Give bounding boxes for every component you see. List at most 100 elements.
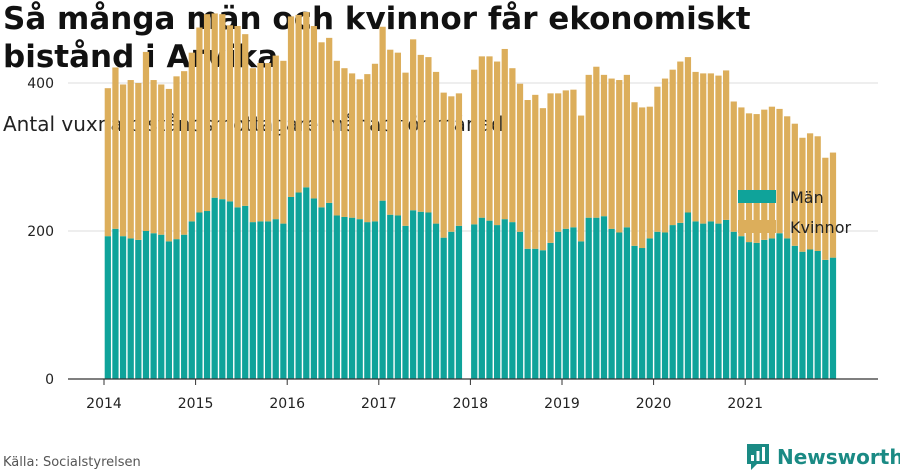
bar-men-2020-11 (730, 231, 737, 379)
bar-women-2015-01 (196, 27, 203, 213)
x-tick-label: 2021 (727, 396, 763, 412)
bar-men-2015-07 (242, 205, 249, 379)
y-tick-label: 0 (45, 372, 54, 388)
bar-women-2021-08 (799, 137, 806, 252)
bar-men-2015-05 (226, 201, 234, 379)
bar-men-2017-10 (448, 231, 455, 379)
bar-women-2016-09 (348, 73, 356, 218)
bar-women-2018-01 (471, 69, 478, 225)
x-tick-label: 2015 (178, 396, 214, 412)
bar-women-2017-11 (455, 93, 463, 226)
bar-women-2017-01 (379, 26, 386, 201)
bar-men-2018-03 (486, 220, 493, 379)
bar-women-2019-01 (562, 90, 569, 229)
bar-men-2016-01 (287, 196, 295, 379)
bar-women-2015-12 (280, 60, 287, 224)
bar-women-2016-01 (287, 16, 295, 197)
bar-women-2014-07 (150, 80, 157, 234)
bar-men-2014-05 (135, 239, 142, 379)
bar-women-2018-09 (532, 94, 539, 249)
bar-women-2021-06 (784, 116, 791, 239)
bar-women-2016-06 (326, 37, 333, 203)
bar-men-2017-03 (394, 215, 401, 379)
newsworthy-logo-icon (747, 444, 769, 470)
bar-women-2021-10 (814, 136, 821, 251)
bar-men-2019-04 (585, 217, 592, 379)
bar-women-2018-03 (486, 56, 493, 221)
bar-men-2016-06 (326, 202, 333, 379)
bar-men-2016-10 (356, 219, 363, 379)
bar-men-2017-11 (455, 225, 463, 379)
bar-women-2017-05 (410, 39, 417, 211)
bar-men-2015-01 (196, 212, 203, 379)
bar-women-2020-05 (684, 57, 692, 213)
bar-men-2021-04 (768, 238, 776, 379)
bar-women-2014-09 (165, 88, 172, 242)
bar-women-2021-12 (829, 152, 837, 258)
x-tick-label: 2019 (544, 396, 580, 412)
bar-women-2016-08 (341, 68, 348, 217)
bar-men-2015-11 (272, 219, 279, 379)
bar-men-2018-08 (524, 248, 531, 379)
bar-men-2019-07 (608, 228, 615, 379)
bar-women-2016-02 (295, 14, 302, 193)
bar-men-2019-05 (593, 217, 600, 379)
bar-men-2019-10 (631, 245, 638, 379)
bar-women-2014-05 (135, 83, 142, 240)
bar-women-2017-08 (432, 71, 440, 224)
bar-men-2017-04 (402, 225, 409, 379)
bar-women-2018-02 (478, 56, 485, 218)
bar-men-2018-10 (539, 250, 547, 379)
bar-women-2018-07 (516, 83, 524, 232)
bar-women-2020-12 (738, 107, 745, 237)
bar-men-2015-08 (249, 222, 256, 379)
bar-women-2020-08 (707, 73, 714, 222)
bar-men-2020-09 (715, 223, 722, 379)
bar-men-2021-10 (814, 250, 821, 379)
bar-women-2016-12 (371, 63, 379, 222)
bar-men-2021-01 (745, 242, 753, 379)
legend: Män Kvinnor (738, 188, 851, 237)
bar-men-2015-10 (265, 221, 272, 379)
bar-men-2017-01 (379, 200, 386, 379)
bar-women-2018-04 (494, 61, 501, 226)
x-tick-label: 2018 (453, 396, 489, 412)
bar-men-2015-04 (219, 199, 226, 379)
bar-men-2017-07 (425, 212, 432, 379)
bar-men-2020-12 (738, 236, 745, 379)
bar-women-2021-01 (745, 113, 753, 243)
bar-men-2020-08 (707, 221, 714, 379)
bar-men-2021-03 (761, 239, 768, 379)
bar-women-2019-05 (593, 66, 600, 218)
bar-women-2015-05 (226, 25, 234, 202)
x-tick-label: 2017 (361, 396, 397, 412)
bar-women-2017-04 (402, 72, 409, 226)
bar-women-2014-12 (188, 52, 195, 222)
bar-women-2019-06 (600, 74, 608, 217)
bar-men-2016-05 (318, 207, 325, 379)
bar-men-2017-06 (417, 211, 424, 379)
bar-men-2019-01 (562, 228, 569, 379)
bar-men-2014-04 (127, 238, 134, 379)
bar-women-2016-10 (356, 79, 363, 220)
bar-women-2021-05 (776, 108, 783, 234)
bar-women-2021-03 (761, 109, 768, 240)
bar-women-2020-09 (715, 75, 722, 224)
bar-women-2017-03 (394, 52, 401, 216)
bar-men-2021-02 (753, 242, 760, 379)
bar-women-2021-07 (791, 123, 798, 246)
bar-women-2020-11 (730, 101, 737, 232)
bar-men-2015-09 (257, 221, 264, 379)
bar-women-2015-02 (203, 14, 211, 212)
bar-men-2017-08 (432, 223, 440, 379)
bar-women-2020-02 (661, 78, 669, 233)
bar-women-2021-04 (768, 106, 776, 239)
bar-women-2021-09 (806, 133, 814, 250)
bar-men-2015-03 (211, 197, 218, 379)
bar-men-2020-01 (654, 231, 661, 379)
bar-women-2016-05 (318, 42, 325, 208)
bar-women-2015-10 (265, 63, 272, 222)
bar-men-2021-12 (829, 257, 837, 379)
bar-women-2019-09 (623, 74, 630, 228)
bar-women-2019-07 (608, 78, 615, 229)
